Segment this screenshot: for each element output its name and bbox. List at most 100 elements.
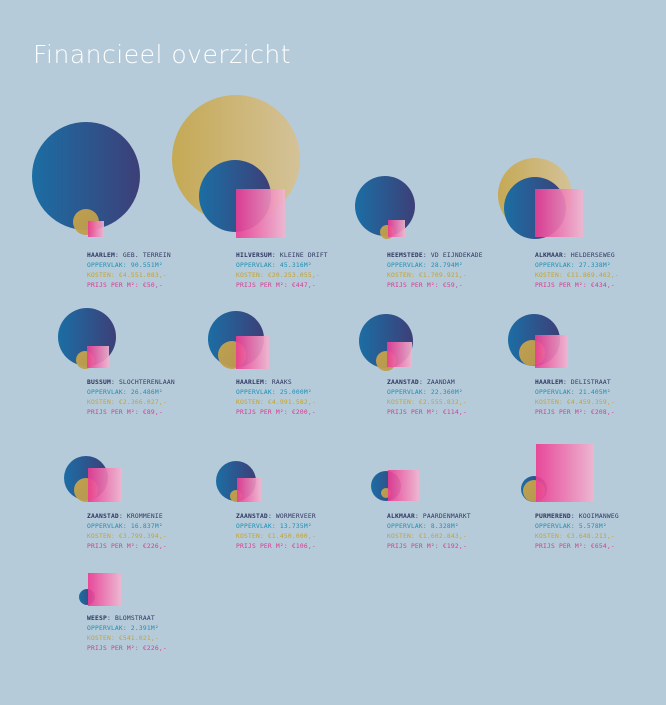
- location-label: ZAANSTAD: ZAANDAM OPPERVLAK: 22.360M² KOST…: [387, 378, 537, 418]
- price-square: [88, 468, 122, 502]
- city-name: HEEMSTEDE: [387, 252, 423, 259]
- place-name: WORMERVEER: [275, 513, 316, 520]
- place-name: BLOMSTRAAT: [114, 615, 155, 622]
- location-name: HILVERSUM: KLEINE DRIFT: [236, 252, 328, 259]
- cost-value: KOSTEN: €2.555.832,-: [387, 399, 467, 406]
- area-value: OPPERVLAK: 2.391M²: [87, 625, 159, 632]
- city-name: ZAANSTAD: [87, 513, 119, 520]
- price-square: [535, 189, 583, 237]
- location-name: ZAANSTAD: ZAANDAM: [387, 379, 455, 386]
- location-name: PURMEREND: KOOIMANWEG: [535, 513, 619, 520]
- price-square: [88, 573, 121, 606]
- location-label: HAARLEM: DELISTRAAT OPPERVLAK: 21.405M² KO…: [535, 378, 666, 418]
- location-label: HAARLEM: RAAKS OPPERVLAK: 25.000M² KOSTEN:…: [236, 378, 386, 418]
- location-label: ZAANSTAD: KROMMENIE OPPERVLAK: 16.837M² KO…: [87, 512, 237, 552]
- cost-value: KOSTEN: €4.551.083,-: [87, 272, 167, 279]
- place-name: GEB. TERREIN: [122, 252, 171, 259]
- price-value: PRIJS PER M²: €447,-: [236, 282, 316, 289]
- price-value: PRIJS PER M²: €434,-: [535, 282, 615, 289]
- location-name: HAARLEM: DELISTRAAT: [535, 379, 611, 386]
- place-name: ZAANDAM: [426, 379, 455, 386]
- place-name: RAAKS: [271, 379, 292, 386]
- city-name: ZAANSTAD: [387, 379, 419, 386]
- location-label: HAARLEM: GEB. TERREIN OPPERVLAK: 90.551M²…: [87, 251, 237, 291]
- area-value: OPPERVLAK: 25.000M²: [236, 389, 312, 396]
- cost-value: KOSTEN: €1.709.921,-: [387, 272, 467, 279]
- place-name: VD EIJNDEKADE: [430, 252, 483, 259]
- price-square: [536, 444, 594, 502]
- price-value: PRIJS PER M²: €200,-: [236, 409, 316, 416]
- area-value: OPPERVLAK: 90.551M²: [87, 262, 163, 269]
- location-label: PURMEREND: KOOIMANWEG OPPERVLAK: 5.578M² K…: [535, 512, 666, 552]
- location-label: ALKMAAR: PAARDENMARKT OPPERVLAK: 8.328M² K…: [387, 512, 537, 552]
- price-square: [236, 189, 285, 238]
- place-name: KOOIMANWEG: [578, 513, 619, 520]
- price-value: PRIJS PER M²: €59,-: [387, 282, 463, 289]
- area-circle: [32, 122, 140, 230]
- price-square: [388, 220, 405, 237]
- location-label: HEEMSTEDE: VD EIJNDEKADE OPPERVLAK: 28.79…: [387, 251, 537, 291]
- price-value: PRIJS PER M²: €50,-: [87, 282, 163, 289]
- cost-value: KOSTEN: €20.253.055,-: [236, 272, 320, 279]
- city-name: BUSSUM: [87, 379, 111, 386]
- price-value: PRIJS PER M²: €106,-: [236, 543, 316, 550]
- place-name: KROMMENIE: [126, 513, 163, 520]
- location-label: ZAANSTAD: WORMERVEER OPPERVLAK: 13.735M² K…: [236, 512, 386, 552]
- city-name: ALKMAAR: [535, 252, 563, 259]
- price-square: [387, 342, 412, 367]
- area-value: OPPERVLAK: 26.486M²: [87, 389, 163, 396]
- location-name: ALKMAAR: PAARDENMARKT: [387, 513, 471, 520]
- location-name: HAARLEM: RAAKS: [236, 379, 292, 386]
- cost-value: KOSTEN: €3.799.394,-: [87, 533, 167, 540]
- city-name: HAARLEM: [236, 379, 264, 386]
- cost-value: KOSTEN: €11.869.462,-: [535, 272, 619, 279]
- cost-value: KOSTEN: €541.021,-: [87, 635, 159, 642]
- price-square: [236, 336, 269, 369]
- city-name: WEESP: [87, 615, 107, 622]
- price-value: PRIJS PER M²: €654,-: [535, 543, 615, 550]
- location-name: BUSSUM: SLOCHTERENLAAN: [87, 379, 175, 386]
- city-name: PURMEREND: [535, 513, 571, 520]
- location-label: BUSSUM: SLOCHTERENLAAN OPPERVLAK: 26.486M…: [87, 378, 237, 418]
- place-name: PAARDENMARKT: [422, 513, 471, 520]
- city-name: ALKMAAR: [387, 513, 415, 520]
- city-name: ZAANSTAD: [236, 513, 268, 520]
- location-name: HEEMSTEDE: VD EIJNDEKADE: [387, 252, 483, 259]
- price-square: [88, 221, 104, 237]
- area-value: OPPERVLAK: 13.735M²: [236, 523, 312, 530]
- place-name: KLEINE DRIFT: [279, 252, 328, 259]
- place-name: HELDERSEWEG: [570, 252, 615, 259]
- price-square: [237, 478, 261, 502]
- price-value: PRIJS PER M²: €226,-: [87, 543, 167, 550]
- city-name: HILVERSUM: [236, 252, 272, 259]
- cost-value: KOSTEN: €2.366.027,-: [87, 399, 167, 406]
- city-name: HAARLEM: [87, 252, 115, 259]
- area-value: OPPERVLAK: 45.316M²: [236, 262, 312, 269]
- price-value: PRIJS PER M²: €89,-: [87, 409, 163, 416]
- location-name: ZAANSTAD: KROMMENIE: [87, 513, 163, 520]
- area-value: OPPERVLAK: 22.360M²: [387, 389, 463, 396]
- cost-value: KOSTEN: €4.991.582,-: [236, 399, 316, 406]
- price-value: PRIJS PER M²: €226,-: [87, 645, 167, 652]
- price-square: [87, 346, 109, 368]
- location-label: ALKMAAR: HELDERSEWEG OPPERVLAK: 27.338M² K…: [535, 251, 666, 291]
- price-square: [388, 470, 419, 501]
- area-value: OPPERVLAK: 5.578M²: [535, 523, 607, 530]
- location-name: ZAANSTAD: WORMERVEER: [236, 513, 316, 520]
- location-label: WEESP: BLOMSTRAAT OPPERVLAK: 2.391M² KOSTE…: [87, 614, 237, 654]
- price-value: PRIJS PER M²: €192,-: [387, 543, 467, 550]
- place-name: SLOCHTERENLAAN: [118, 379, 175, 386]
- area-value: OPPERVLAK: 8.328M²: [387, 523, 459, 530]
- price-value: PRIJS PER M²: €114,-: [387, 409, 467, 416]
- location-label: HILVERSUM: KLEINE DRIFT OPPERVLAK: 45.316…: [236, 251, 386, 291]
- location-name: ALKMAAR: HELDERSEWEG: [535, 252, 615, 259]
- area-value: OPPERVLAK: 16.837M²: [87, 523, 163, 530]
- cost-value: KOSTEN: €3.648.213,-: [535, 533, 615, 540]
- area-value: OPPERVLAK: 28.794M²: [387, 262, 463, 269]
- city-name: HAARLEM: [535, 379, 563, 386]
- area-value: OPPERVLAK: 27.338M²: [535, 262, 611, 269]
- price-square: [535, 335, 568, 368]
- page-title: Financieel overzicht: [33, 40, 292, 69]
